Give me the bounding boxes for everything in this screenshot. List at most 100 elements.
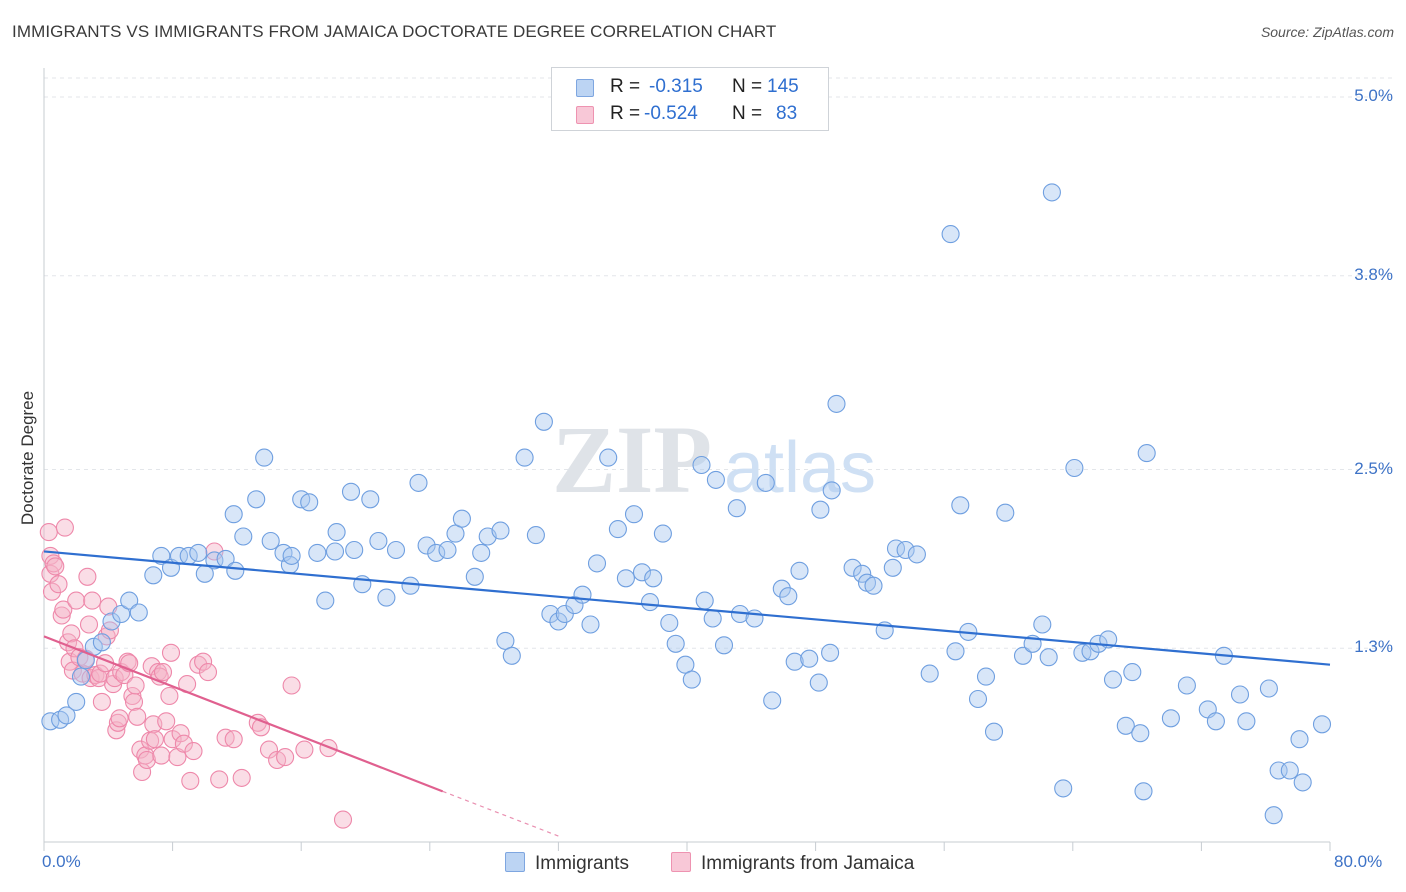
data-point-jamaica	[49, 575, 68, 594]
data-point-jamaica	[276, 748, 295, 767]
data-point-immigrants	[653, 524, 672, 543]
data-point-immigrants	[883, 558, 902, 577]
data-point-immigrants	[843, 558, 862, 577]
data-point-immigrants	[587, 554, 607, 573]
data-point-jamaica	[137, 750, 156, 770]
data-point-immigrants	[496, 631, 515, 650]
data-point-immigrants	[1264, 806, 1283, 825]
watermark: ZIP atlas	[552, 406, 876, 513]
data-point-jamaica	[174, 734, 193, 753]
bottom-legend-label-immigrants: Immigrants	[535, 853, 629, 874]
data-point-immigrants	[1230, 685, 1250, 704]
data-point-immigrants	[1259, 679, 1278, 698]
data-point-jamaica	[189, 655, 208, 674]
data-point-jamaica	[54, 600, 73, 619]
data-point-immigrants	[112, 604, 131, 624]
data-point-jamaica	[295, 740, 314, 759]
data-point-immigrants	[361, 490, 380, 509]
data-point-immigrants	[308, 543, 327, 562]
data-point-immigrants	[446, 524, 465, 543]
data-point-immigrants	[941, 225, 960, 244]
data-point-immigrants	[864, 576, 883, 595]
data-point-immigrants	[756, 473, 775, 492]
data-point-immigrants	[951, 496, 970, 515]
data-point-immigrants	[465, 567, 484, 586]
watermark-atlas: atlas	[724, 428, 876, 508]
data-point-immigrants	[968, 689, 988, 709]
legend-r-value: -0.524	[644, 103, 698, 124]
data-point-immigrants	[369, 531, 388, 551]
data-point-immigrants	[682, 670, 701, 689]
y-tick-label: 2.5%	[1354, 458, 1393, 478]
data-point-jamaica	[171, 724, 190, 743]
data-point-immigrants	[189, 543, 208, 562]
data-point-jamaica	[157, 712, 176, 731]
data-point-jamaica	[110, 709, 129, 728]
trend-line-immigrants	[43, 550, 1331, 666]
data-point-immigrants	[996, 503, 1015, 522]
legend-n-label: N =	[732, 76, 763, 97]
data-point-immigrants	[822, 481, 841, 500]
data-point-immigrants	[666, 634, 685, 653]
data-point-immigrants	[976, 667, 996, 686]
chart-title: IMMIGRANTS VS IMMIGRANTS FROM JAMAICA DO…	[12, 22, 777, 41]
data-point-immigrants	[341, 482, 361, 501]
axes	[43, 68, 1331, 851]
legend-r-label: R =	[610, 103, 641, 124]
bottom-legend-jamaica: Immigrants from Jamaica	[671, 852, 914, 875]
data-point-immigrants	[534, 412, 553, 431]
data-point-immigrants	[1312, 715, 1332, 734]
data-point-immigrants	[920, 664, 939, 683]
data-point-immigrants	[71, 667, 91, 686]
data-point-immigrants	[676, 655, 695, 674]
data-point-immigrants	[640, 593, 660, 612]
data-point-immigrants	[316, 591, 335, 610]
data-point-immigrants	[57, 706, 76, 725]
data-point-immigrants	[644, 569, 663, 588]
data-point-immigrants	[779, 587, 798, 606]
data-point-immigrants	[624, 505, 644, 524]
legend-swatch-jamaica	[576, 106, 594, 124]
data-point-immigrants	[377, 588, 396, 607]
data-point-immigrants	[984, 722, 1004, 741]
data-point-immigrants	[886, 539, 906, 558]
data-point-immigrants	[144, 566, 163, 585]
data-point-immigrants	[581, 615, 600, 634]
data-point-jamaica	[128, 707, 147, 726]
data-point-jamaica	[44, 554, 63, 573]
data-point-jamaica	[124, 692, 144, 711]
data-point-jamaica	[55, 518, 74, 537]
data-point-immigrants	[224, 505, 243, 524]
data-point-immigrants	[706, 470, 725, 489]
data-point-jamaica	[153, 663, 173, 682]
data-point-immigrants	[772, 579, 791, 598]
data-point-immigrants	[763, 691, 782, 710]
legend-row-jamaica: R = -0.524 N = 83	[552, 100, 828, 128]
data-point-immigrants	[282, 546, 301, 565]
x-tick-min: 0.0%	[42, 852, 81, 871]
data-point-immigrants	[1206, 712, 1225, 731]
data-point-jamaica	[198, 663, 218, 682]
data-point-jamaica	[160, 686, 179, 706]
data-point-immigrants	[452, 509, 471, 528]
data-point-immigrants	[692, 455, 711, 475]
data-point-immigrants	[632, 563, 652, 582]
data-point-immigrants	[1065, 458, 1084, 478]
data-point-immigrants	[1116, 716, 1135, 735]
data-point-immigrants	[1123, 663, 1142, 682]
correlation-legend: R = -0.315 N = 145 R = -0.524 N = 83	[551, 67, 829, 131]
data-point-immigrants	[234, 527, 253, 546]
data-point-immigrants	[427, 543, 446, 562]
data-point-immigrants	[152, 546, 171, 565]
data-point-jamaica	[79, 615, 99, 634]
legend-swatch-immigrants	[576, 79, 594, 97]
data-point-immigrants	[1103, 670, 1123, 689]
data-point-immigrants	[226, 561, 245, 580]
data-point-jamaica	[152, 746, 171, 765]
x-tick-max: 80.0%	[1334, 852, 1383, 871]
bottom-legend-immigrants: Immigrants	[505, 852, 629, 875]
data-point-jamaica	[107, 721, 126, 740]
data-point-jamaica	[52, 606, 71, 625]
data-point-immigrants	[120, 591, 139, 610]
y-tick-label: 1.3%	[1354, 637, 1393, 657]
